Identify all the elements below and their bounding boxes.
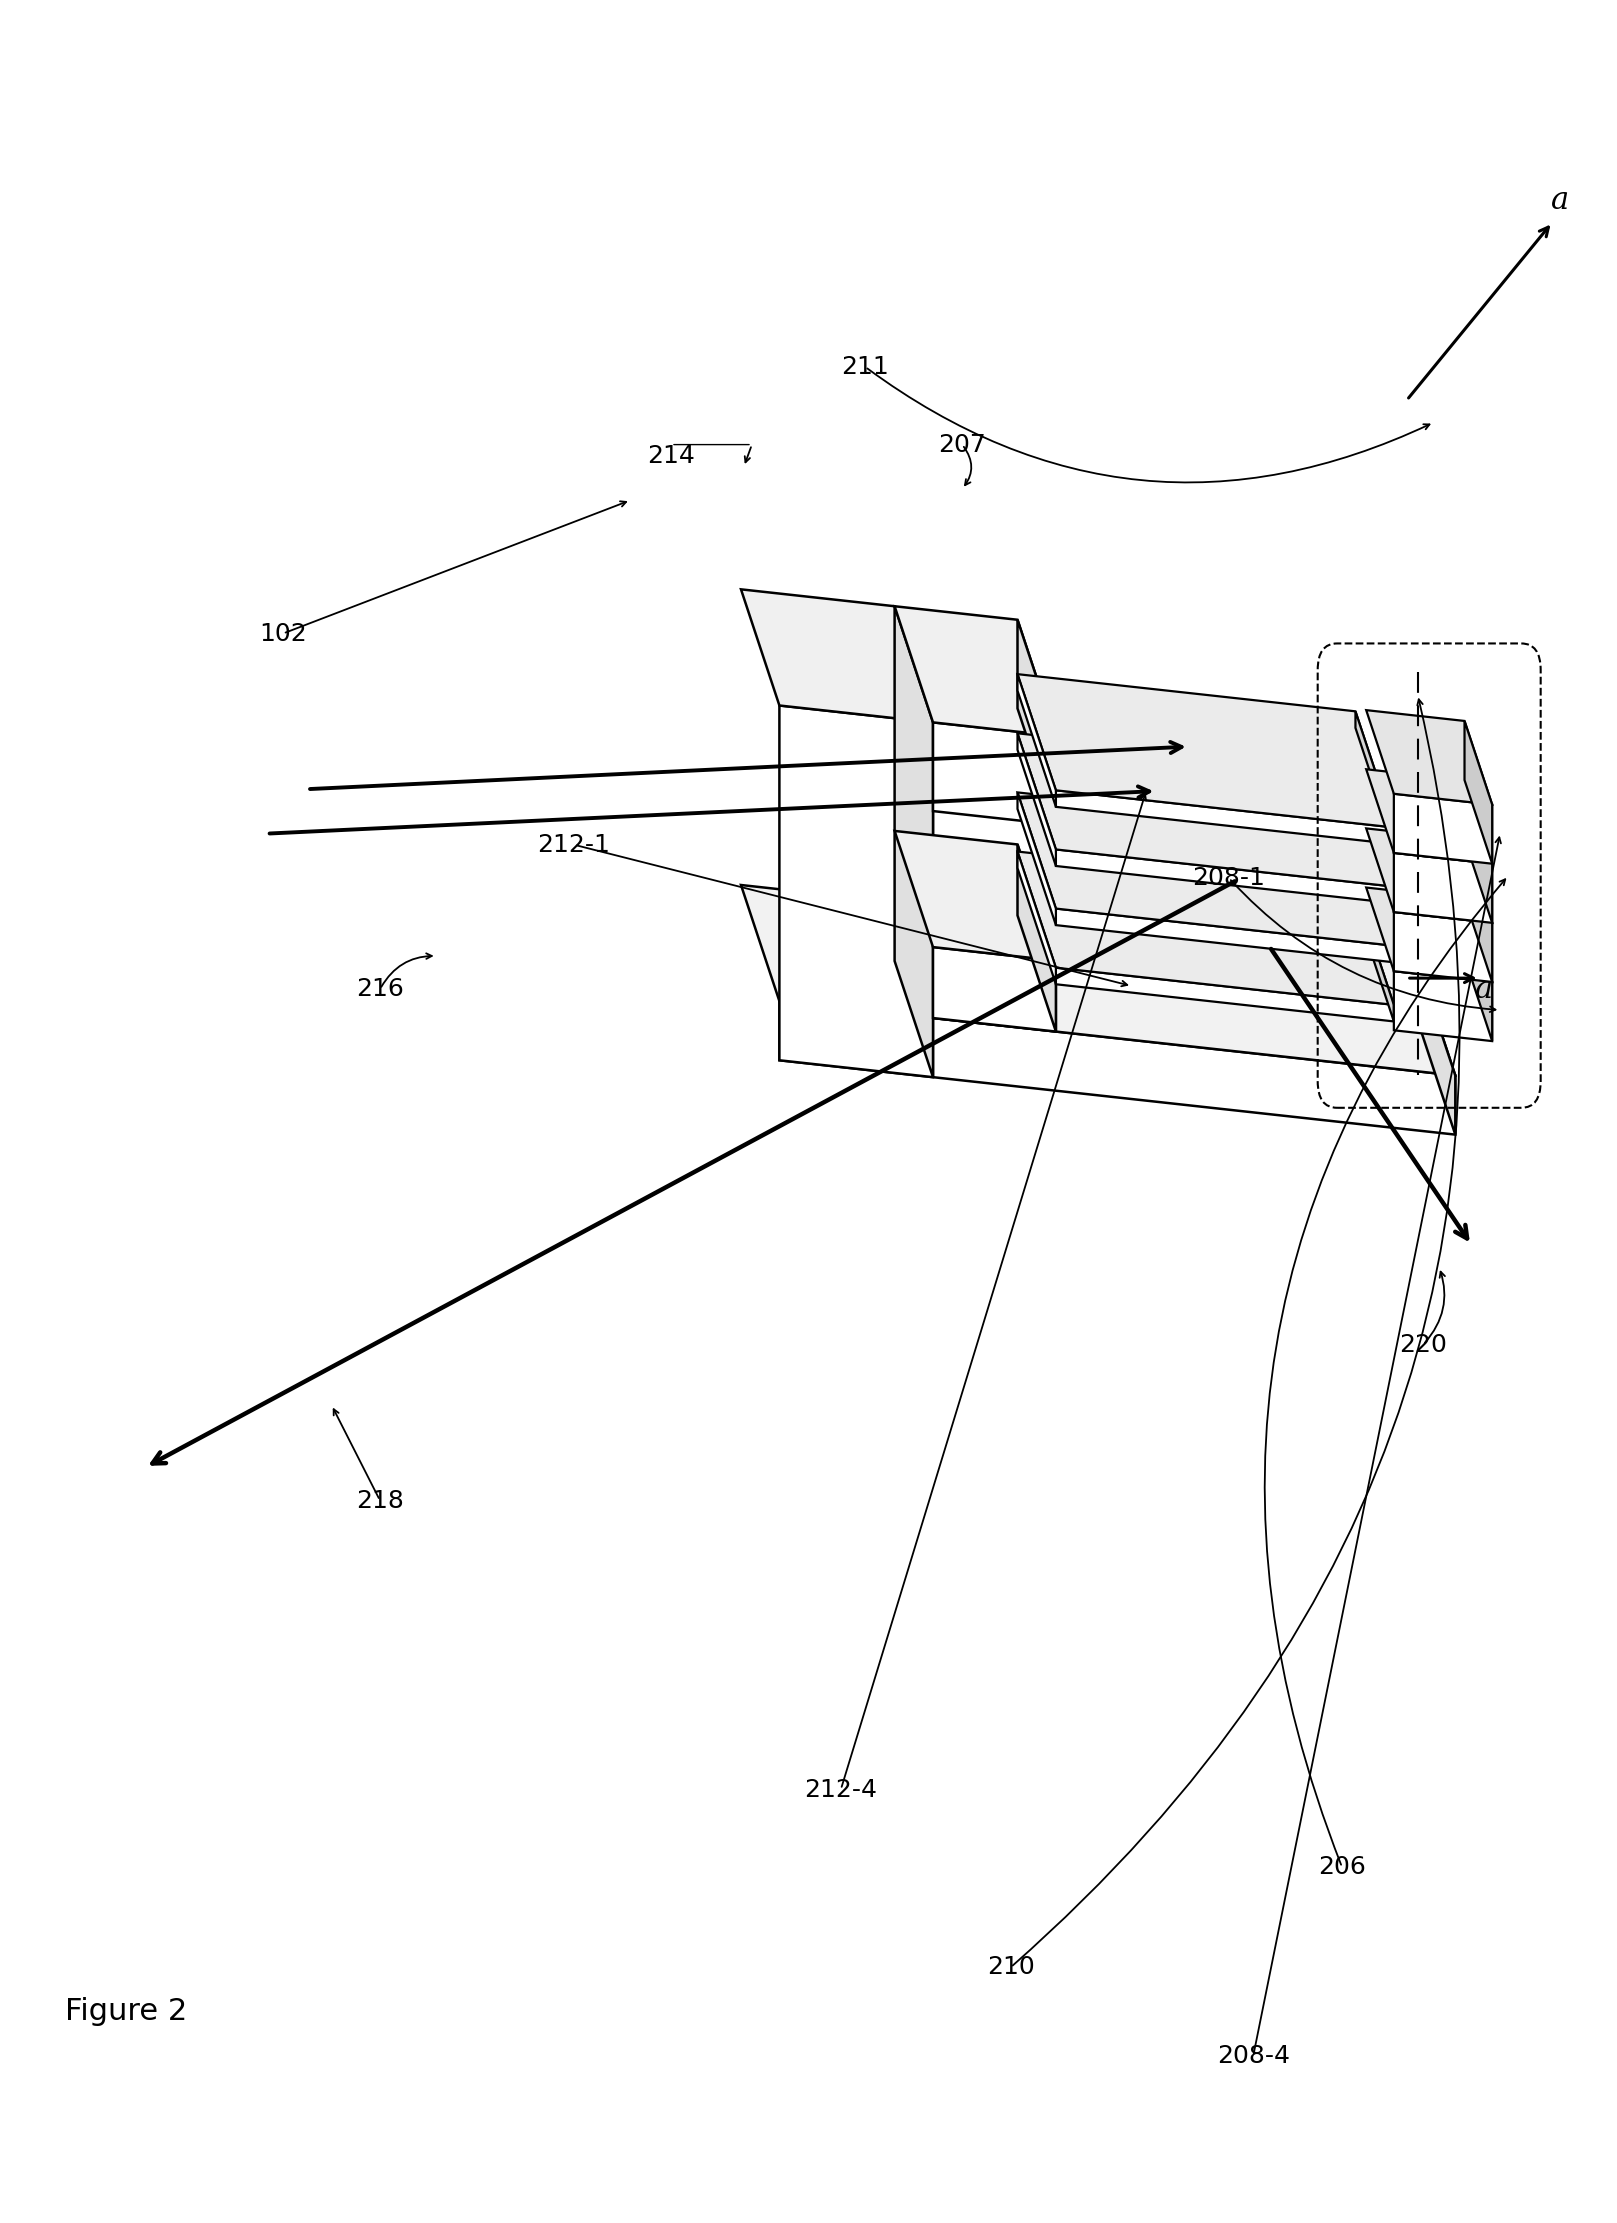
Polygon shape — [1355, 829, 1394, 963]
Polygon shape — [1355, 711, 1394, 845]
Polygon shape — [1465, 840, 1492, 983]
Polygon shape — [1017, 674, 1394, 827]
Text: 218: 218 — [356, 1489, 404, 1512]
Polygon shape — [1366, 887, 1492, 983]
Text: 208-4: 208-4 — [1216, 2045, 1290, 2067]
Text: 211: 211 — [841, 356, 889, 378]
Polygon shape — [1056, 909, 1394, 963]
Polygon shape — [1416, 960, 1455, 1134]
Polygon shape — [894, 607, 933, 1078]
Polygon shape — [1366, 829, 1492, 923]
Polygon shape — [933, 722, 1056, 825]
Text: Figure 2: Figure 2 — [65, 1996, 188, 2027]
Polygon shape — [1017, 620, 1056, 825]
Polygon shape — [1017, 851, 1394, 1005]
Polygon shape — [741, 589, 933, 722]
Text: 212-4: 212-4 — [804, 1778, 878, 1801]
Polygon shape — [1465, 720, 1492, 865]
Polygon shape — [1056, 849, 1394, 903]
Polygon shape — [1355, 889, 1394, 1020]
Polygon shape — [894, 607, 1056, 736]
Text: 212-1: 212-1 — [537, 834, 611, 856]
Polygon shape — [1394, 794, 1492, 865]
Polygon shape — [1017, 674, 1056, 807]
Text: 214: 214 — [647, 445, 695, 467]
Polygon shape — [1017, 791, 1394, 945]
Text: 102: 102 — [259, 622, 307, 645]
Text: 210: 210 — [986, 1956, 1035, 1978]
Polygon shape — [1366, 769, 1492, 865]
Polygon shape — [894, 831, 1056, 960]
Polygon shape — [1017, 791, 1056, 925]
Polygon shape — [933, 947, 1056, 1031]
Text: 206: 206 — [1318, 1856, 1366, 1878]
Polygon shape — [1056, 791, 1394, 845]
Polygon shape — [1017, 734, 1056, 867]
Polygon shape — [1394, 854, 1492, 923]
Text: 208-1: 208-1 — [1192, 867, 1266, 889]
Text: a: a — [1551, 185, 1570, 216]
Polygon shape — [1056, 967, 1394, 1020]
Text: 216: 216 — [356, 978, 404, 1000]
Polygon shape — [1366, 709, 1492, 805]
Polygon shape — [1017, 851, 1056, 985]
Polygon shape — [779, 705, 933, 1078]
Polygon shape — [779, 1000, 1455, 1134]
Polygon shape — [1465, 898, 1492, 1040]
Text: 220: 220 — [1399, 1334, 1447, 1356]
Polygon shape — [1017, 845, 1056, 1031]
Polygon shape — [1017, 734, 1394, 887]
Text: 207: 207 — [938, 433, 986, 456]
Text: a: a — [1475, 974, 1494, 1005]
Polygon shape — [741, 885, 1455, 1076]
Polygon shape — [1355, 771, 1394, 903]
Polygon shape — [1394, 971, 1492, 1040]
Polygon shape — [1465, 780, 1492, 923]
Polygon shape — [1394, 911, 1492, 983]
